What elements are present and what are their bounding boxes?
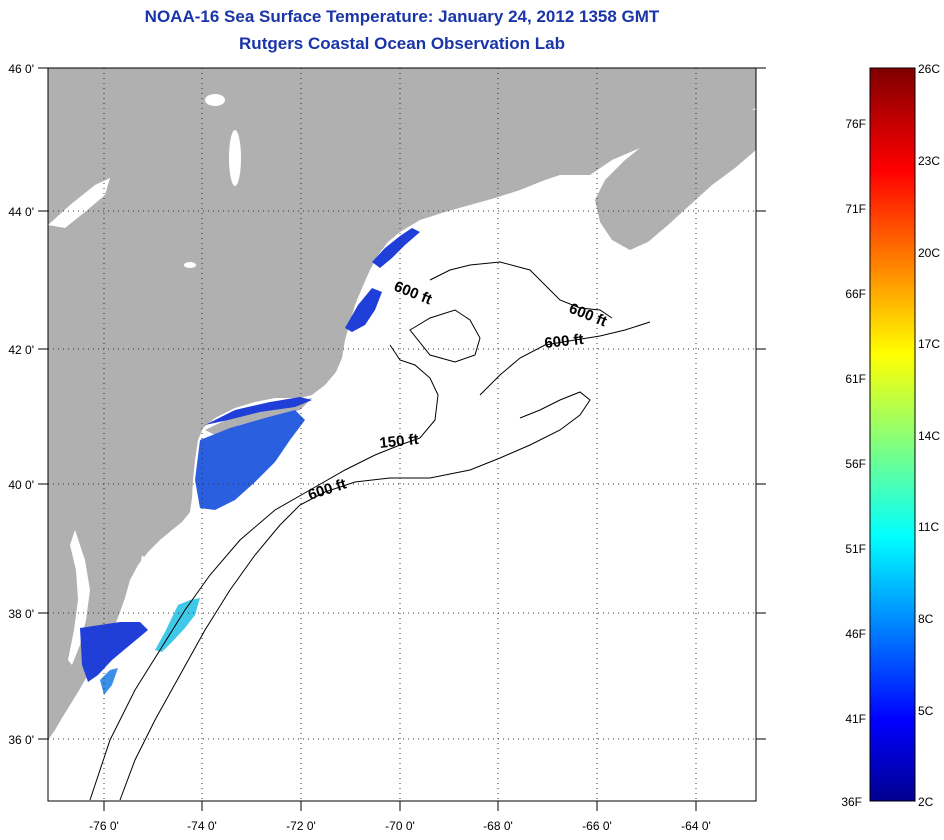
celsius-label: 2C [918, 795, 934, 809]
contour-600ft-south [119, 391, 591, 801]
sst-patch-chesapeake [80, 622, 148, 682]
lat-label: 42 0' [8, 343, 34, 357]
sst-patch-cape-ann [345, 288, 382, 332]
lat-label: 44 0' [8, 205, 34, 219]
lon-label: -76 0' [89, 819, 119, 833]
colorbar-celsius-labels: 26C 23C 20C 17C 14C 11C 8C 5C 2C [918, 62, 940, 809]
contour-label: 600 ft [544, 331, 585, 352]
lon-label: -64 0' [681, 819, 711, 833]
latitude-labels: 46 0' 44 0' 42 0' 40 0' 38 0' 36 0' [8, 62, 34, 747]
lat-label: 36 0' [8, 733, 34, 747]
fahrenheit-label: 46F [845, 627, 866, 641]
celsius-label: 14C [918, 429, 940, 443]
contour-150ft [89, 344, 439, 801]
celsius-label: 11C [918, 520, 939, 534]
celsius-label: 17C [918, 337, 940, 351]
lon-label: -70 0' [385, 819, 415, 833]
celsius-label: 26C [918, 62, 940, 76]
sst-patch-long-island-sound [205, 397, 312, 425]
chesapeake-bay [68, 530, 90, 665]
map-title: NOAA-16 Sea Surface Temperature: January… [144, 7, 660, 26]
lake-memphremagog [205, 94, 225, 106]
celsius-label: 20C [918, 246, 940, 260]
fahrenheit-label: 36F [841, 795, 862, 809]
colorbar [869, 67, 916, 802]
celsius-label: 23C [918, 154, 940, 168]
map-frame [47, 67, 757, 802]
small-lake [184, 262, 196, 268]
sst-patch-shelf-light [155, 598, 200, 652]
graticule [48, 68, 756, 801]
lake-champlain [229, 130, 241, 186]
lon-label: -74 0' [187, 819, 217, 833]
sst-patch-ny-bight [195, 410, 305, 510]
contour-600ft-basin [409, 309, 481, 363]
fahrenheit-label: 51F [845, 542, 866, 556]
axis-ticks [38, 67, 766, 811]
colorbar-fahrenheit-labels: 76F 71F 66F 61F 56F 51F 46F 41F 36F [841, 117, 866, 809]
lake-ontario [48, 178, 110, 228]
fahrenheit-label: 71F [845, 202, 866, 216]
contour-600ft-georges [479, 321, 651, 396]
lon-label: -66 0' [582, 819, 612, 833]
lat-label: 38 0' [8, 607, 34, 621]
land-mass-us [48, 68, 756, 740]
lat-label: 40 0' [8, 478, 34, 492]
sst-patch-gulf-of-maine [372, 228, 420, 268]
celsius-label: 8C [918, 612, 934, 626]
delaware-bay [138, 555, 155, 588]
longitude-labels: -76 0' -74 0' -72 0' -70 0' -68 0' -66 0… [89, 819, 711, 833]
fahrenheit-label: 76F [845, 117, 866, 131]
lon-label: -72 0' [286, 819, 316, 833]
fahrenheit-label: 41F [845, 712, 866, 726]
land-nova-scotia [595, 108, 756, 250]
fahrenheit-label: 61F [845, 372, 866, 386]
lat-label: 46 0' [8, 62, 34, 76]
lon-label: -68 0' [483, 819, 513, 833]
fahrenheit-label: 66F [845, 287, 866, 301]
contour-600ft-gulf [429, 261, 613, 319]
map-subtitle: Rutgers Coastal Ocean Observation Lab [239, 34, 565, 53]
fahrenheit-label: 56F [845, 457, 866, 471]
contour-label: 150 ft [379, 431, 420, 452]
celsius-label: 5C [918, 704, 934, 718]
